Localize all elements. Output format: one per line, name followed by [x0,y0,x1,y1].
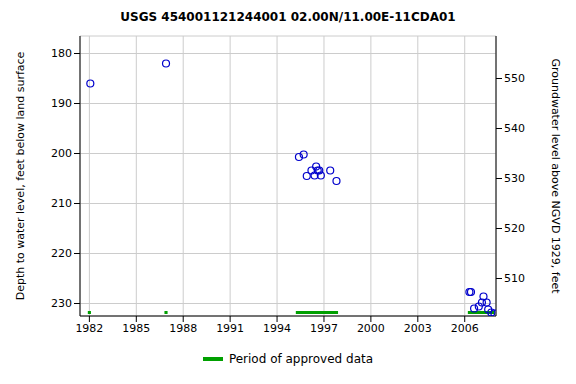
svg-text:2006: 2006 [451,322,479,335]
svg-text:230: 230 [51,297,72,310]
svg-text:220: 220 [51,247,72,260]
svg-text:2003: 2003 [404,322,432,335]
svg-text:2000: 2000 [357,322,385,335]
svg-text:210: 210 [51,197,72,210]
svg-text:1982: 1982 [75,322,103,335]
svg-text:1985: 1985 [122,322,150,335]
html-text:USGS 454001121244001 02.00N/11: USGS 454001121244001 02.00N/11.00E-11CDA… [120,10,456,24]
svg-text:1994: 1994 [263,322,291,335]
svg-text:1997: 1997 [310,322,338,335]
svg-text:1988: 1988 [169,322,197,335]
svg-text:550: 550 [504,72,525,85]
svg-text:530: 530 [504,172,525,185]
svg-text:200: 200 [51,147,72,160]
svg-text:1991: 1991 [216,322,244,335]
svg-text:180: 180 [51,47,72,60]
svg-text:190: 190 [51,97,72,110]
svg-text:Groundwater level above NGVD 1: Groundwater level above NGVD 1929, feet [549,58,562,294]
svg-text:Depth to water level, feet bel: Depth to water level, feet below land su… [14,51,27,300]
svg-text:520: 520 [504,222,525,235]
svg-text:510: 510 [504,272,525,285]
html-text:Period of approved data: Period of approved data [228,352,374,366]
svg-text:540: 540 [504,122,525,135]
